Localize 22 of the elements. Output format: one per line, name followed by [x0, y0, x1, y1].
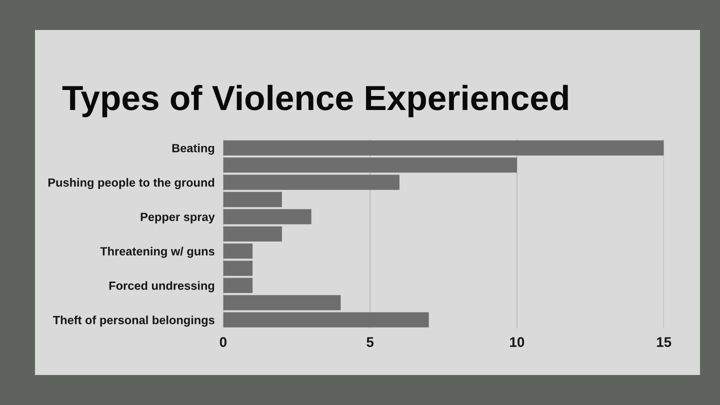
y-tick-label: Pushing people to the ground	[48, 178, 214, 190]
bar	[223, 140, 664, 156]
bar	[223, 226, 282, 242]
y-tick-label: Beating	[172, 144, 214, 155]
x-tick-label: 10	[510, 337, 524, 347]
bar	[223, 174, 400, 190]
y-tick-label: Threatening w/ guns	[100, 246, 214, 258]
x-tick-label: 5	[366, 337, 374, 347]
bar	[223, 312, 429, 328]
bar	[223, 209, 312, 224]
x-tick-label: 0	[220, 337, 226, 347]
chart-title: Types of Violence Experienced	[62, 84, 568, 118]
bar	[223, 295, 341, 310]
bar	[223, 278, 253, 294]
bar	[223, 244, 253, 259]
bar	[223, 260, 253, 276]
y-tick-label: Forced undressing	[109, 281, 214, 292]
y-tick-label: Pepper spray	[140, 212, 215, 224]
x-tick-label: 15	[656, 337, 672, 347]
y-tick-label: Theft of personal belongings	[53, 316, 214, 327]
bar	[223, 158, 517, 173]
bar	[223, 192, 282, 208]
